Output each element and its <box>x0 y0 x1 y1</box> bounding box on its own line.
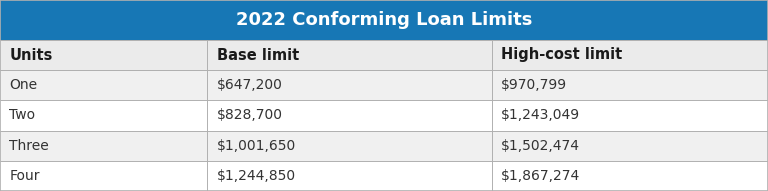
Text: Base limit: Base limit <box>217 48 299 62</box>
Bar <box>0 70 768 100</box>
Text: Four: Four <box>9 169 40 183</box>
Text: $1,867,274: $1,867,274 <box>501 169 580 183</box>
Text: One: One <box>9 78 38 92</box>
Text: $647,200: $647,200 <box>217 78 283 92</box>
Text: Units: Units <box>9 48 52 62</box>
Text: Three: Three <box>9 139 49 153</box>
Bar <box>0 100 768 130</box>
Text: $1,001,650: $1,001,650 <box>217 139 296 153</box>
Text: $1,244,850: $1,244,850 <box>217 169 296 183</box>
Text: $970,799: $970,799 <box>501 78 567 92</box>
Text: High-cost limit: High-cost limit <box>501 48 622 62</box>
Text: $1,243,049: $1,243,049 <box>501 108 580 122</box>
Text: $1,502,474: $1,502,474 <box>501 139 580 153</box>
Text: $828,700: $828,700 <box>217 108 283 122</box>
Bar <box>0 161 768 191</box>
Bar <box>0 0 768 40</box>
Bar <box>0 40 768 70</box>
Text: Two: Two <box>9 108 35 122</box>
Bar <box>0 130 768 161</box>
Text: 2022 Conforming Loan Limits: 2022 Conforming Loan Limits <box>236 11 532 29</box>
